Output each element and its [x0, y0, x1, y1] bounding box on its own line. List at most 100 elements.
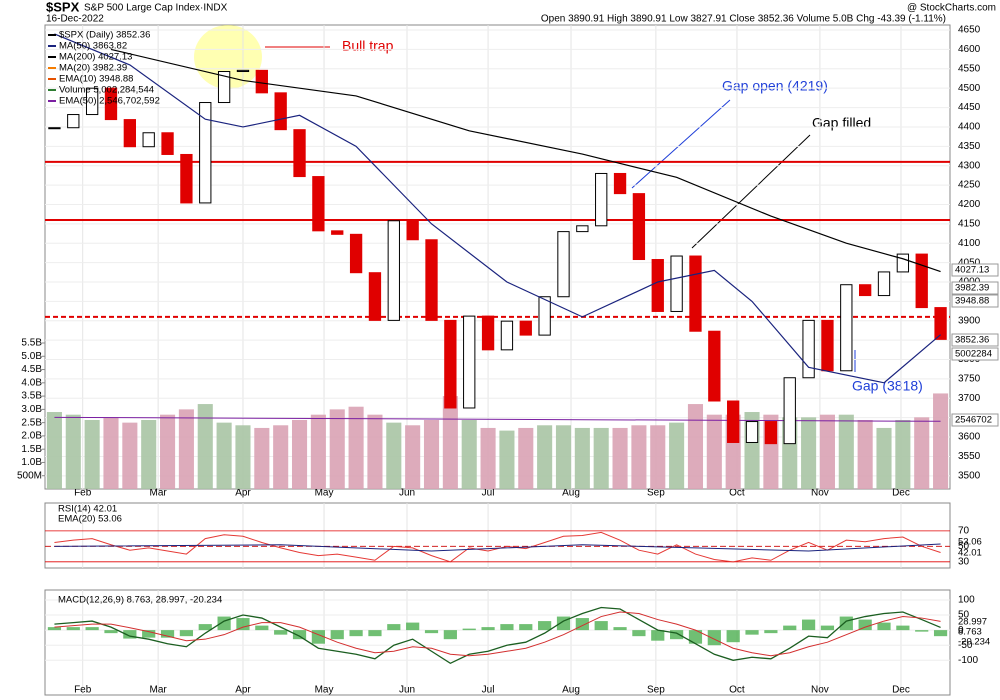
annotation: Bull trap — [342, 38, 394, 54]
macd-histogram — [764, 630, 778, 634]
candle — [519, 320, 532, 336]
value-box — [951, 347, 999, 361]
candle — [802, 319, 815, 379]
volume-bar — [555, 425, 572, 489]
candle — [368, 272, 382, 321]
volume-bar — [442, 396, 458, 489]
y-tick-label: -100 — [958, 655, 978, 666]
candle — [500, 320, 514, 351]
candle — [48, 127, 61, 130]
y-tick-label: 0 — [958, 625, 964, 636]
legend-entry: EMA(10) 3948.88 — [59, 74, 133, 85]
volume-bar — [518, 427, 534, 489]
volume-bar — [386, 422, 402, 489]
y-tick-label: 30 — [958, 556, 970, 567]
macd-histogram — [160, 630, 175, 638]
macd-histogram — [651, 630, 665, 641]
macd-histogram — [481, 627, 495, 631]
x-tick-label: Nov — [811, 685, 829, 696]
x-tick-label: Jul — [482, 488, 495, 499]
macd-histogram — [462, 628, 476, 631]
candle — [425, 239, 438, 321]
volume-bar — [160, 414, 176, 489]
value-box — [951, 413, 999, 427]
macd-histogram — [349, 630, 363, 637]
volume-tick-label: 2.5B — [21, 417, 42, 428]
candle — [293, 129, 306, 178]
macd-histogram — [519, 624, 533, 631]
x-tick-label: Apr — [235, 685, 251, 696]
rsi-panel — [44, 502, 951, 569]
macd-histogram — [726, 630, 740, 643]
candle — [180, 153, 193, 204]
y-tick-label: 4050 — [958, 257, 981, 268]
candle — [915, 253, 928, 309]
y-tick-label: 3750 — [958, 374, 981, 385]
y-tick-label: 70 — [958, 525, 970, 536]
x-tick-label: Mar — [150, 488, 168, 499]
candle — [142, 132, 155, 148]
macd-histogram — [387, 624, 401, 631]
macd-histogram — [142, 630, 156, 638]
legend-entry: Volume 5,002,284,544 — [59, 85, 154, 96]
moving-average — [110, 48, 941, 273]
value-label: 3852.36 — [955, 335, 989, 346]
macd-histogram — [424, 630, 439, 634]
x-tick-label: Dec — [892, 488, 910, 499]
macd-histogram — [896, 625, 910, 631]
macd-histogram — [632, 630, 646, 637]
volume-tick-label: 500M — [17, 470, 42, 481]
volume-bar — [819, 414, 835, 489]
candle — [576, 225, 589, 233]
x-tick-label: Aug — [562, 685, 580, 696]
candle — [689, 255, 702, 332]
y-tick-label: -50 — [958, 640, 973, 651]
volume-tick-label: 2.0B — [21, 431, 42, 442]
candle — [840, 284, 853, 372]
macd-histogram — [858, 619, 872, 631]
legend-entry: MA(200) 4027.13 — [59, 52, 132, 63]
legend-entry: $SPX (Daily) 3852.36 — [59, 30, 150, 41]
volume-bar — [178, 409, 194, 489]
y-tick-label: 4100 — [958, 238, 981, 249]
volume-bar — [499, 430, 515, 489]
candle — [557, 231, 570, 298]
macd-histogram — [66, 627, 80, 631]
candle — [481, 315, 495, 351]
x-tick-label: Apr — [235, 488, 251, 499]
y-tick-label: 4250 — [958, 180, 981, 191]
value-label: 8.763 — [958, 627, 982, 638]
candle — [236, 69, 250, 73]
candle — [764, 421, 778, 445]
x-tick-label: May — [315, 488, 334, 499]
price-panel — [44, 24, 951, 490]
volume-bar — [65, 414, 81, 489]
candle — [595, 172, 608, 227]
candle — [821, 319, 834, 372]
legend-entry: MA(20) 3982.39 — [59, 63, 127, 74]
moving-average — [54, 33, 941, 384]
macd-histogram — [330, 630, 344, 640]
macd-histogram — [877, 622, 891, 631]
volume-bar — [423, 419, 440, 489]
candle — [387, 220, 400, 321]
value-box — [951, 333, 999, 347]
macd-histogram — [915, 630, 929, 632]
y-tick-label: 3700 — [958, 393, 981, 404]
quote: Open 3890.91 High 3890.91 Low 3827.91 Cl… — [541, 14, 946, 25]
candle — [783, 377, 796, 445]
candle — [199, 102, 212, 204]
volume-bar — [273, 425, 289, 489]
volume-bar — [291, 419, 308, 489]
y-tick-label: 3900 — [958, 315, 981, 326]
volume-bar — [838, 414, 854, 489]
y-tick-label: 50 — [958, 610, 970, 621]
annotation-arrow — [691, 134, 811, 249]
annotation: Gap (3818) — [852, 378, 923, 394]
credit: @ StockCharts.com — [907, 3, 996, 14]
value-label: 42.01 — [958, 548, 982, 559]
volume-bar — [216, 422, 232, 489]
value-label: 3948.88 — [955, 296, 989, 307]
candle — [651, 259, 664, 312]
x-tick-label: Aug — [562, 488, 580, 499]
